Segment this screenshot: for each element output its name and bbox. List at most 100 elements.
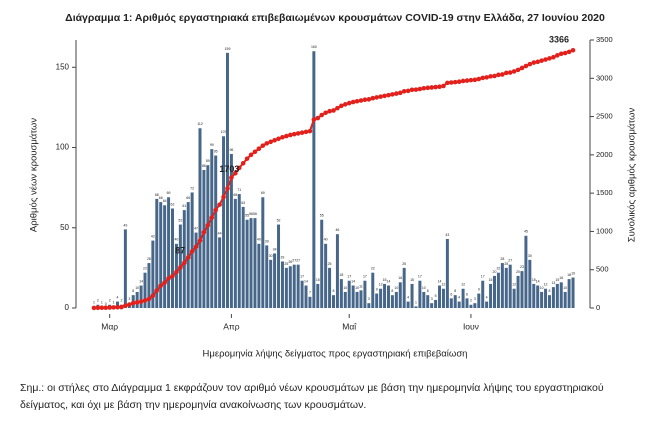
cumulative-point xyxy=(146,296,152,302)
cumulative-point xyxy=(150,293,156,299)
x-tick-label: Ιουν xyxy=(463,321,479,331)
bar-value-label: 4 xyxy=(458,296,460,300)
bar-value-label: 18 xyxy=(567,273,571,277)
bar xyxy=(402,267,406,308)
cumulative-point xyxy=(394,91,399,96)
bar-value-label: 14 xyxy=(387,279,391,283)
cumulative-point xyxy=(134,300,140,305)
bar-value-label: 49 xyxy=(123,223,127,227)
bar xyxy=(489,283,493,308)
bar xyxy=(390,295,394,308)
x-tick-label: Μαΐ xyxy=(342,321,357,331)
y-axis-label: Αριθμός νέων κρουσμάτων xyxy=(29,118,40,232)
bar-value-label: 43 xyxy=(445,233,449,237)
bar xyxy=(339,279,343,308)
bar-value-label: 2 xyxy=(120,299,122,303)
bar-value-label: 12 xyxy=(461,283,465,287)
cumulative-point xyxy=(174,269,179,275)
bar-value-label: 25 xyxy=(402,262,406,266)
bar-value-label: 45 xyxy=(524,230,528,234)
bar-value-label: 30 xyxy=(528,254,532,258)
bar xyxy=(567,279,571,308)
y-tick-label: 100 xyxy=(56,143,70,152)
bar xyxy=(504,267,508,308)
cumulative-point xyxy=(480,75,486,81)
cumulative-point xyxy=(570,47,576,53)
cumulative-point xyxy=(378,94,383,99)
cumulative-point xyxy=(547,56,552,61)
bar xyxy=(465,298,469,308)
bar-value-label: 25 xyxy=(504,262,508,266)
cumulative-point xyxy=(370,95,376,101)
cumulative-point xyxy=(99,305,105,310)
footnote: Σημ.: οι στήλες στο Διάγραμμα 1 εκφράζου… xyxy=(20,382,604,411)
bar xyxy=(269,259,273,308)
bar-value-label: 17 xyxy=(481,275,485,279)
bar-value-label: 20 xyxy=(516,270,520,274)
cumulative-point xyxy=(425,85,431,91)
bar-value-label: 5 xyxy=(435,294,437,298)
bar xyxy=(288,266,292,308)
bar xyxy=(123,229,127,308)
cumulative-point xyxy=(130,300,136,306)
bar xyxy=(528,259,532,308)
cumulative-point xyxy=(299,130,305,135)
bar xyxy=(296,264,300,308)
cumulative-point xyxy=(244,156,250,161)
bar-value-label: 15 xyxy=(532,278,536,282)
bar-value-label: 17 xyxy=(347,275,351,279)
bar xyxy=(116,301,120,308)
bar xyxy=(316,283,320,308)
bar xyxy=(398,282,402,308)
bar-value-label: 25 xyxy=(328,262,332,266)
bar xyxy=(135,291,139,308)
cumulative-point xyxy=(268,139,273,145)
cumulative-point xyxy=(162,280,167,285)
bar-value-label: 14 xyxy=(139,279,143,283)
bar-value-label: 27 xyxy=(508,259,512,263)
bar-value-label: 29 xyxy=(280,255,284,259)
bar xyxy=(347,280,351,308)
cumulative-point xyxy=(280,134,285,140)
cumulative-point xyxy=(197,238,203,243)
bar-value-label: 10 xyxy=(394,286,398,290)
bar xyxy=(520,271,524,308)
bar-value-label: 23 xyxy=(520,265,524,269)
bar-value-label: 62 xyxy=(171,202,175,206)
bar xyxy=(555,283,559,308)
y2-axis-label: Συνολικός αριθμός κρουσμάτων xyxy=(627,108,638,243)
cumulative-point xyxy=(291,131,297,137)
bar xyxy=(536,285,540,308)
bar-value-label: 20 xyxy=(493,270,497,274)
bar xyxy=(430,303,434,308)
cumulative-point xyxy=(445,80,450,86)
y2-tick-label: 0 xyxy=(596,303,600,312)
chart: Διάγραμμα 1: Αριθμός εργαστηριακά επιβεβ… xyxy=(29,12,638,360)
bar xyxy=(249,218,253,308)
bar xyxy=(237,194,241,308)
bar xyxy=(253,218,257,308)
bar-value-label: 8 xyxy=(548,289,550,293)
bar xyxy=(182,210,186,308)
bar xyxy=(159,202,163,308)
cumulative-point xyxy=(354,98,360,104)
bar-value-label: 86 xyxy=(202,164,206,168)
bar-value-label: 55 xyxy=(245,214,249,218)
cumulative-point xyxy=(284,133,289,139)
bar-value-label: 15 xyxy=(316,278,320,282)
bar-value-label: 2 xyxy=(109,299,111,303)
bar-value-label: 16 xyxy=(559,276,563,280)
bar-value-label: 14 xyxy=(438,279,442,283)
bar-value-label: 12 xyxy=(512,283,516,287)
cumulative-point xyxy=(500,72,505,77)
bar-value-label: 1 xyxy=(113,300,115,304)
bar-value-label: 8 xyxy=(427,289,429,293)
bar xyxy=(418,280,422,308)
bar xyxy=(394,291,398,308)
bar xyxy=(335,234,339,308)
bar-value-label: 30 xyxy=(269,254,273,258)
cumulative-point xyxy=(535,59,540,65)
bar xyxy=(167,197,171,308)
bar-value-label: 13 xyxy=(551,281,555,285)
bar xyxy=(383,283,387,308)
